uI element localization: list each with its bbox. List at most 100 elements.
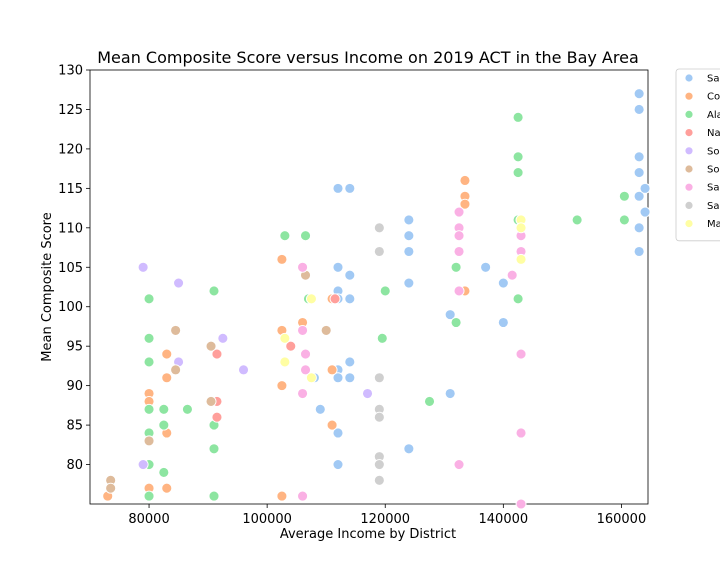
data-point	[403, 214, 415, 226]
data-point	[373, 372, 385, 384]
legend-marker	[684, 164, 694, 174]
data-point	[497, 277, 509, 289]
x-axis-title: Average Income by District	[280, 527, 456, 542]
y-tick-label: 125	[58, 103, 83, 118]
data-point	[143, 356, 155, 368]
data-point	[238, 364, 249, 376]
legend-label: So	[707, 165, 719, 176]
data-point	[512, 111, 524, 123]
data-point	[403, 277, 415, 289]
legend-label: Sa	[707, 183, 719, 194]
x-tick-label: 80000	[128, 512, 169, 527]
data-point	[161, 482, 173, 494]
data-point	[332, 372, 344, 384]
x-tick-label: 160000	[597, 512, 647, 527]
data-point	[161, 372, 173, 384]
data-point	[211, 348, 223, 360]
legend-label: Co	[707, 92, 720, 103]
data-point	[143, 332, 155, 344]
legend-label: So	[707, 146, 719, 157]
legend-label: Sa	[707, 74, 719, 85]
plot-frame	[89, 69, 649, 505]
y-tick-label: 100	[58, 300, 83, 315]
data-point	[515, 348, 527, 360]
data-point	[515, 222, 527, 234]
data-point	[320, 324, 332, 336]
data-point	[344, 372, 356, 384]
data-point	[158, 403, 170, 415]
data-point	[332, 427, 344, 439]
data-point	[300, 348, 311, 360]
legend-marker	[684, 182, 694, 192]
y-tick-label: 85	[66, 419, 83, 434]
data-point	[344, 356, 356, 368]
data-point	[143, 403, 155, 415]
data-point	[362, 388, 373, 399]
data-point	[143, 293, 155, 305]
data-point	[633, 151, 645, 163]
y-tick-label: 115	[58, 182, 83, 197]
data-point	[344, 293, 356, 305]
data-point	[373, 474, 385, 486]
data-point	[305, 372, 317, 384]
data-point	[326, 419, 338, 431]
data-point	[326, 364, 338, 376]
data-point	[217, 332, 229, 344]
legend-label: Sa	[707, 201, 719, 212]
data-point	[618, 190, 630, 202]
data-point	[515, 498, 527, 510]
data-point	[450, 261, 462, 273]
data-point	[403, 443, 415, 455]
data-point	[297, 324, 309, 336]
data-point	[344, 182, 356, 194]
data-point	[376, 332, 388, 344]
x-tick-label: 120000	[360, 512, 410, 527]
data-point	[137, 261, 149, 273]
data-point	[459, 198, 471, 210]
data-point	[181, 403, 193, 415]
data-point	[403, 230, 415, 242]
data-point	[332, 261, 344, 273]
data-point	[512, 293, 524, 305]
data-point	[297, 490, 309, 502]
data-point	[170, 364, 182, 376]
data-point	[444, 388, 456, 399]
data-point	[208, 443, 220, 455]
data-points	[102, 88, 651, 510]
data-point	[373, 222, 385, 234]
data-point	[329, 293, 341, 305]
data-point	[453, 459, 465, 470]
data-point	[512, 151, 524, 163]
data-point	[506, 269, 518, 281]
x-axis: 80000 100000 120000 140000 160000	[128, 504, 646, 527]
legend-label: Ala	[707, 110, 720, 121]
data-point	[279, 230, 291, 242]
data-point	[332, 182, 344, 194]
data-point	[137, 459, 149, 470]
data-point	[305, 293, 317, 305]
data-point	[453, 246, 465, 257]
data-point	[633, 88, 645, 100]
data-point	[379, 285, 391, 297]
legend-marker	[684, 146, 694, 156]
data-point	[373, 411, 385, 423]
data-point	[314, 403, 326, 415]
data-point	[633, 246, 645, 257]
y-tick-label: 120	[58, 142, 83, 157]
data-point	[497, 317, 509, 328]
data-point	[633, 190, 645, 202]
legend-marker	[684, 200, 694, 210]
data-point	[515, 253, 527, 265]
legend-marker	[684, 128, 694, 138]
legend-label: Ma	[707, 219, 720, 230]
data-point	[276, 490, 288, 502]
legend: Sa Co Ala Na So So Sa Sa Ma	[675, 68, 720, 242]
data-point	[105, 482, 117, 494]
y-tick-label: 80	[66, 458, 83, 473]
y-tick-label: 105	[58, 261, 83, 276]
data-point	[208, 285, 220, 297]
data-point	[633, 104, 645, 115]
data-point	[297, 261, 309, 273]
legend-label: Na	[707, 128, 720, 139]
plot-area	[89, 69, 649, 505]
